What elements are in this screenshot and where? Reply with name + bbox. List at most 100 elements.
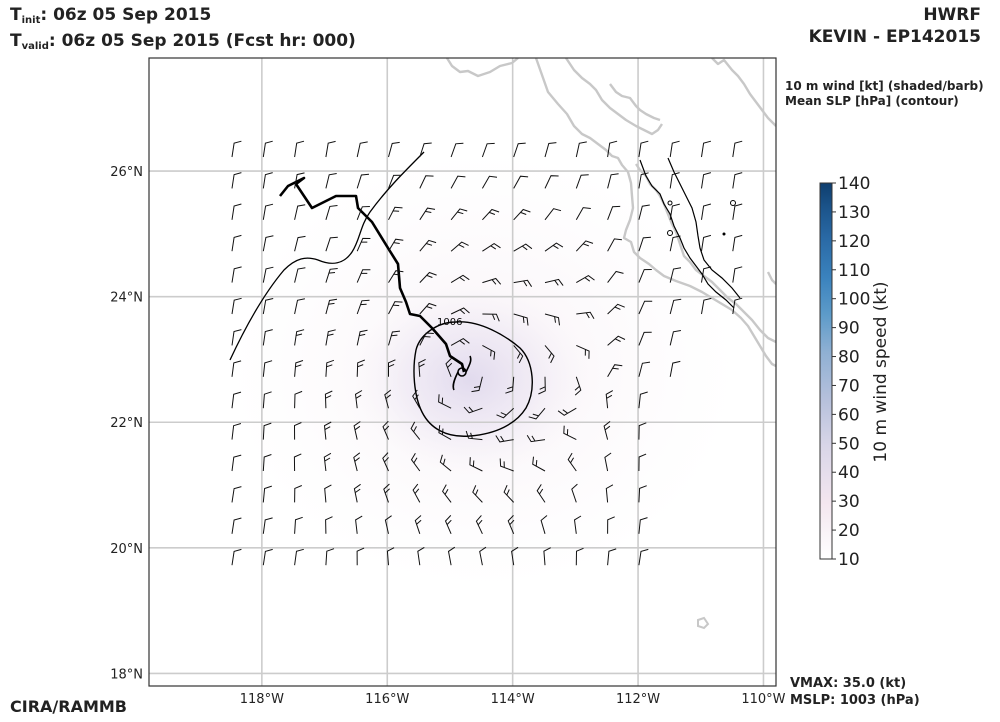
- wind-barb: [607, 516, 615, 534]
- wind-barb: [323, 452, 332, 472]
- colorbar: 140 130 120 110 100 90 80 70 60 50 40 30 20 10 10 m w…: [819, 174, 891, 570]
- wind-barb: [388, 238, 404, 252]
- mslp-readout: MSLP: 1003 (hPa): [790, 693, 920, 708]
- wind-barb: [442, 484, 452, 503]
- colorbar-tick-label: 30: [838, 492, 860, 512]
- wind-barb: [638, 140, 649, 158]
- wind-barb: [576, 275, 595, 284]
- wind-barb: [414, 515, 422, 534]
- wind-barb: [607, 270, 624, 283]
- wind-barb: [294, 204, 306, 220]
- wind-barb: [450, 274, 470, 284]
- wind-barb: [356, 299, 370, 315]
- wind-barb: [482, 313, 500, 322]
- wind-barb: [638, 391, 648, 409]
- wind-barb: [513, 243, 533, 252]
- wind-barb: [576, 311, 595, 320]
- shaded-field-label: 10 m wind [kt] (shaded/barb): [785, 79, 984, 93]
- wind-barb: [412, 389, 421, 409]
- wind-barb: [262, 548, 273, 566]
- storm-name: KEVIN - EP142015: [808, 27, 981, 47]
- wind-barb: [325, 236, 338, 252]
- colorbar-tick-label: 110: [838, 261, 870, 281]
- wind-barb: [388, 301, 403, 315]
- wind-barb: [419, 332, 434, 346]
- wind-barb: [354, 390, 363, 409]
- wind-barb: [544, 278, 564, 286]
- wind-barb: [544, 242, 564, 252]
- wind-barb: [576, 344, 590, 359]
- wind-barb: [418, 358, 426, 377]
- wind-barb: [231, 517, 242, 534]
- lat-tick-label: 20°N: [110, 542, 143, 557]
- wind-barb: [465, 430, 483, 441]
- wind-barb: [386, 547, 395, 566]
- wind-shading-core: [350, 285, 590, 475]
- wind-barb: [294, 390, 303, 409]
- wind-barb: [294, 140, 305, 158]
- wind-barb: [231, 203, 242, 220]
- wind-barb: [571, 483, 578, 503]
- lat-tick-label: 26°N: [110, 165, 143, 180]
- wind-barb: [384, 389, 392, 409]
- wind-barbs: [231, 140, 743, 566]
- lat-tick-label: 22°N: [110, 416, 143, 431]
- wind-barb: [325, 140, 336, 158]
- wind-barb: [575, 174, 589, 189]
- lon-tick-label: 114°W: [491, 692, 535, 707]
- wind-barb: [419, 271, 437, 283]
- wind-barb: [356, 329, 368, 346]
- wind-barb: [701, 172, 712, 189]
- valid-text: : 06z 05 Sep 2015 (Fcst hr: 000): [48, 31, 356, 51]
- wind-barb: [325, 516, 333, 534]
- gridlines: [149, 58, 776, 686]
- wind-barb: [353, 421, 361, 440]
- wind-barb: [294, 172, 305, 189]
- wind-barb: [540, 515, 548, 534]
- wind-barb: [732, 140, 743, 158]
- wind-barb: [231, 329, 242, 346]
- wind-barb: [231, 266, 242, 283]
- wind-barb: [607, 205, 621, 220]
- wind-barb: [528, 407, 546, 420]
- valid-time: Tvalid: 06z 05 Sep 2015 (Fcst hr: 000): [10, 31, 356, 52]
- wind-barb: [231, 548, 242, 566]
- wind-barb: [638, 300, 653, 315]
- wind-barb: [356, 269, 371, 283]
- wind-barb: [294, 548, 304, 566]
- wind-barb: [450, 307, 470, 315]
- wind-barb: [607, 364, 623, 378]
- colorbar-tick-label: 100: [838, 290, 870, 310]
- wind-barb: [495, 435, 514, 443]
- wind-barb: [419, 239, 437, 252]
- island: [697, 616, 710, 630]
- wind-barb: [575, 240, 594, 252]
- wind-barb: [638, 548, 649, 566]
- wind-barb: [638, 422, 647, 440]
- lat-tick-label: 24°N: [110, 291, 143, 306]
- wind-barb: [356, 141, 368, 158]
- wind-barb: [294, 235, 306, 252]
- colorbar-tick-label: 90: [838, 319, 860, 339]
- wind-barb: [324, 484, 332, 503]
- wind-barb: [544, 345, 555, 364]
- wind-barb: [262, 203, 274, 220]
- wind-barb: [603, 421, 611, 440]
- wind-barb: [294, 485, 302, 503]
- wind-barb: [638, 485, 647, 503]
- wind-barb: [262, 235, 274, 252]
- wind-barb: [481, 175, 498, 189]
- wind-barb: [262, 172, 273, 189]
- wind-barb: [607, 140, 618, 158]
- wind-barb: [638, 361, 651, 377]
- colorbar-tick-label: 10: [838, 550, 860, 570]
- init-prefix: T: [10, 5, 22, 25]
- wind-barb: [513, 142, 526, 158]
- lat-tick-label: 18°N: [110, 667, 143, 682]
- wind-barb: [638, 517, 648, 534]
- wind-barb: [732, 234, 743, 252]
- axis-tick-labels: 118°W 116°W 114°W 112°W 110°W 18°N 20°N 22°N 24°…: [110, 165, 785, 707]
- wind-barb: [262, 422, 272, 440]
- colorbar-tick-label: 60: [838, 405, 860, 425]
- wind-barb: [538, 376, 546, 395]
